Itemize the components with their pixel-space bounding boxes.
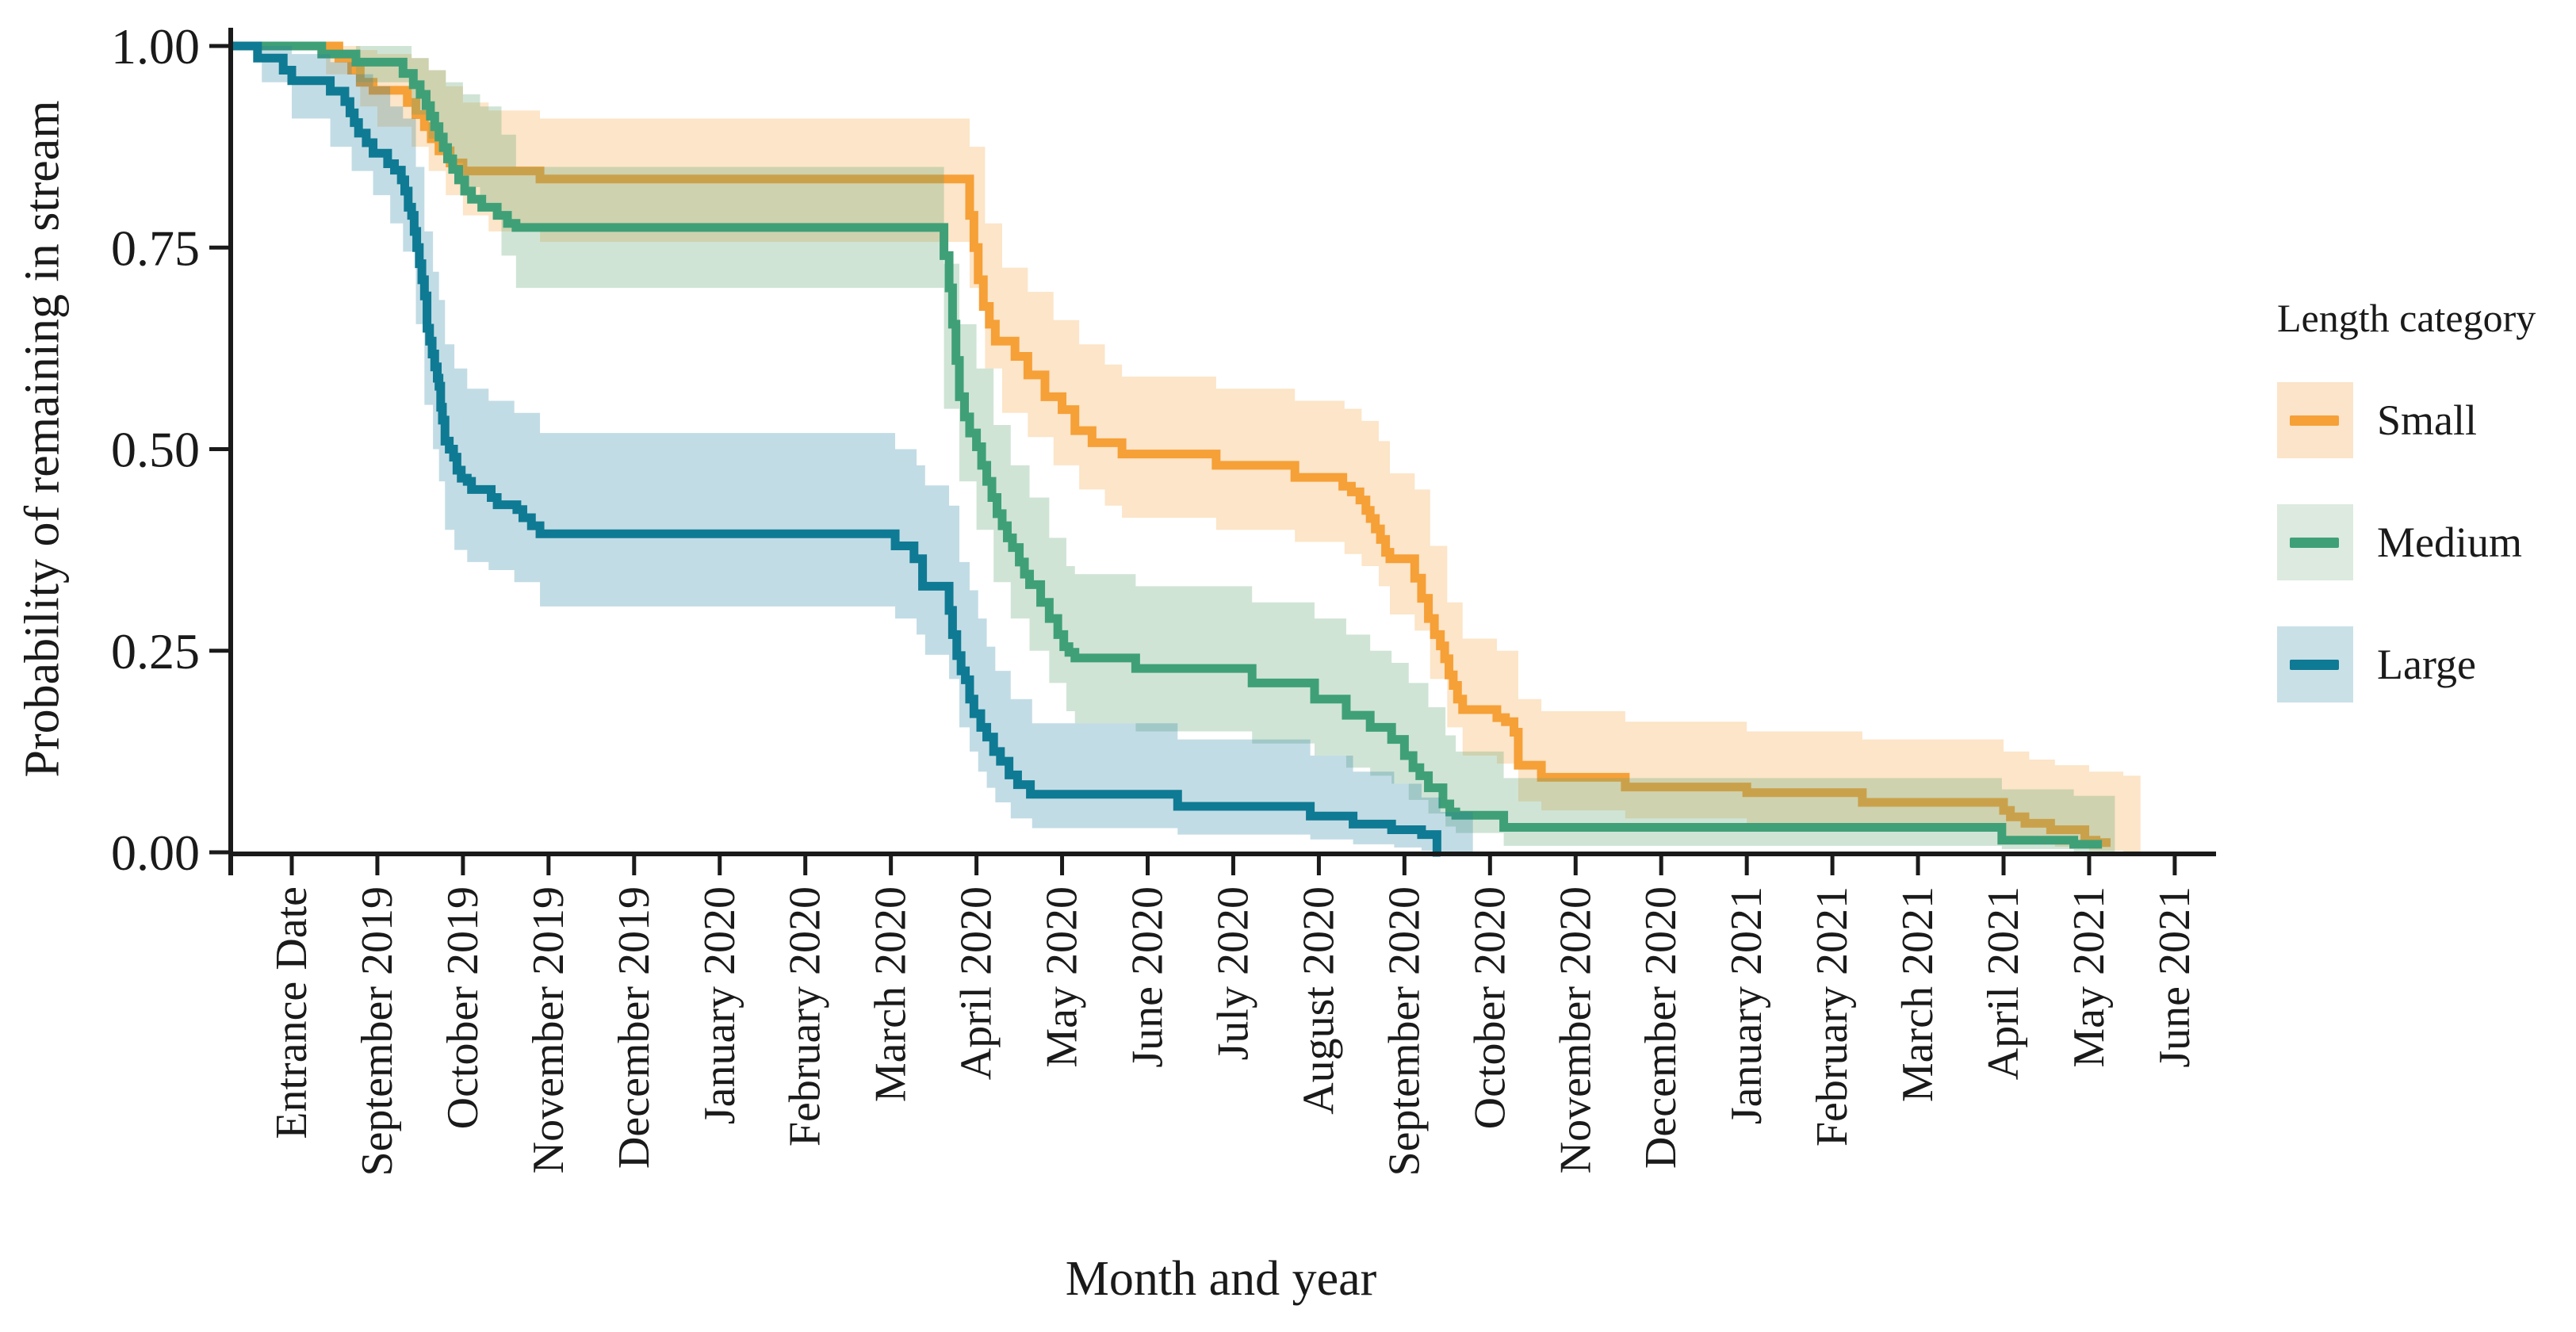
x-tick-label: September 2019 — [353, 886, 402, 1176]
x-tick-label: June 2020 — [1123, 886, 1173, 1068]
x-tick-label: November 2019 — [524, 886, 573, 1173]
medium-confidence-band — [230, 46, 2115, 852]
legend-item-medium: Medium — [2277, 504, 2576, 580]
x-tick-label: October 2020 — [1465, 886, 1514, 1129]
x-tick-label: April 2021 — [1979, 886, 2028, 1080]
x-tick-label: May 2021 — [2065, 886, 2114, 1068]
y-tick-label: 1.00 — [111, 18, 200, 75]
x-tick-label: May 2020 — [1038, 886, 1087, 1068]
large-survival-curve — [230, 41, 1441, 857]
x-tick-label: March 2021 — [1893, 886, 1943, 1102]
x-tick-label: February 2021 — [1808, 886, 1857, 1146]
small-confidence-band — [230, 46, 2141, 852]
legend-label-medium: Medium — [2377, 519, 2522, 566]
y-tick-label: 0.75 — [111, 220, 200, 276]
large-confidence-band — [230, 46, 1473, 852]
x-tick-label: August 2020 — [1294, 886, 1343, 1115]
y-tick-label: 0.25 — [111, 623, 200, 679]
y-axis-title: Probability of remaining in stream — [15, 100, 70, 778]
x-tick-label: April 2020 — [952, 886, 1001, 1080]
legend-label-large: Large — [2377, 641, 2476, 688]
x-tick-label: January 2020 — [695, 886, 744, 1124]
legend: Length category Small Medium Large — [2277, 295, 2576, 748]
x-tick-label: March 2020 — [867, 886, 916, 1102]
x-tick-label: November 2020 — [1551, 886, 1600, 1173]
legend-label-small: Small — [2377, 396, 2478, 444]
y-tick-label: 0.50 — [111, 422, 200, 478]
legend-swatch-medium — [2277, 504, 2353, 580]
legend-title: Length category — [2277, 296, 2536, 340]
small-line-sample — [2290, 415, 2339, 426]
medium-line-sample — [2290, 538, 2339, 548]
x-axis-title: Month and year — [1065, 1252, 1377, 1306]
legend-item-large: Large — [2277, 626, 2576, 702]
x-tick-label: September 2020 — [1380, 886, 1429, 1176]
x-tick-label: July 2020 — [1208, 886, 1257, 1060]
x-tick-label: December 2019 — [610, 886, 659, 1169]
y-tick-label: 0.00 — [111, 825, 200, 881]
x-tick-label: Entrance Date — [267, 886, 316, 1139]
x-tick-label: February 2020 — [781, 886, 830, 1146]
large-line-sample — [2290, 660, 2339, 670]
x-tick-label: January 2021 — [1722, 886, 1771, 1124]
axes — [228, 28, 2216, 875]
x-tick-label: December 2020 — [1636, 886, 1686, 1169]
x-tick-label: June 2021 — [2150, 886, 2199, 1068]
legend-item-small: Small — [2277, 382, 2576, 458]
legend-swatch-large — [2277, 626, 2353, 702]
x-tick-label: October 2019 — [438, 886, 488, 1129]
medium-survival-curve — [230, 41, 2103, 849]
legend-swatch-small — [2277, 382, 2353, 458]
